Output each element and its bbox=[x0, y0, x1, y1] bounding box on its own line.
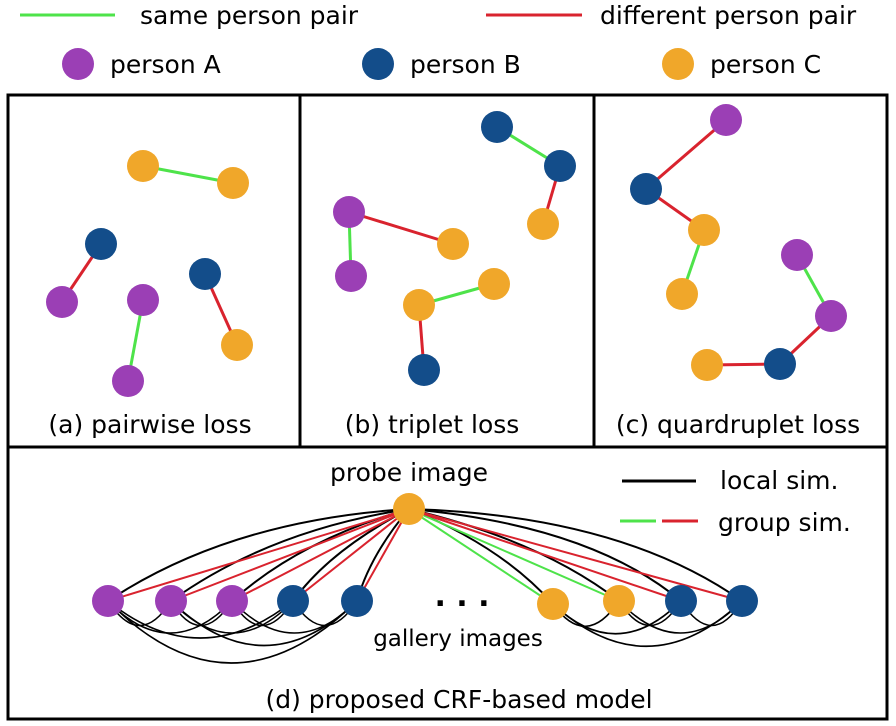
legend-person-a-label: person A bbox=[110, 50, 221, 79]
legend-person-a-dot bbox=[62, 48, 94, 80]
node-person-a bbox=[710, 104, 742, 136]
node-person-b bbox=[408, 354, 440, 386]
node-person-b bbox=[189, 258, 221, 290]
node-person-a bbox=[335, 260, 367, 292]
node-person-b bbox=[630, 173, 662, 205]
node-person-a bbox=[333, 196, 365, 228]
node-person-a bbox=[46, 286, 78, 318]
node-person-c bbox=[691, 349, 723, 381]
group-edge-different bbox=[231, 508, 410, 602]
panel-d-border bbox=[6, 445, 889, 721]
gallery-node-person-a bbox=[155, 585, 187, 617]
node-person-c bbox=[217, 167, 249, 199]
probe-node bbox=[393, 493, 425, 525]
local-edge bbox=[408, 508, 682, 602]
local-edge bbox=[170, 508, 410, 602]
gallery-arc bbox=[618, 600, 743, 634]
group-edge-different bbox=[170, 508, 410, 602]
legend-person-b-dot bbox=[362, 48, 394, 80]
gallery-node-person-c bbox=[537, 588, 569, 620]
node-person-c bbox=[527, 208, 559, 240]
panel-a-border bbox=[6, 93, 302, 449]
group-edge-different bbox=[292, 508, 410, 602]
gallery-node-person-c bbox=[603, 585, 635, 617]
node-person-c bbox=[437, 228, 469, 260]
group-edge-different bbox=[408, 508, 682, 602]
node-person-b bbox=[764, 348, 796, 380]
gallery-node-person-a bbox=[216, 585, 248, 617]
group-edge-different bbox=[356, 508, 410, 602]
group-edge-same bbox=[408, 508, 554, 605]
legend-person-c-label: person C bbox=[710, 50, 821, 79]
gallery-node-person-b bbox=[341, 585, 373, 617]
local-edge bbox=[408, 508, 743, 602]
node-person-c bbox=[221, 329, 253, 361]
panel-c-border bbox=[592, 93, 889, 449]
gallery-node-person-b bbox=[665, 585, 697, 617]
legend-person-c-dot bbox=[662, 48, 694, 80]
gallery-node-person-b bbox=[726, 585, 758, 617]
gallery-arc bbox=[107, 600, 294, 639]
group-edge-different bbox=[408, 508, 743, 602]
panel-a-caption: (a) pairwise loss bbox=[48, 410, 251, 439]
legend-person-b-label: person B bbox=[410, 50, 521, 79]
edge-different bbox=[645, 118, 727, 191]
panel-triplet: (b) triplet loss bbox=[333, 111, 576, 439]
node-person-b bbox=[481, 111, 513, 143]
panel-b-caption: (b) triplet loss bbox=[345, 410, 520, 439]
node-person-a bbox=[815, 300, 847, 332]
group-edge-different bbox=[107, 508, 410, 602]
panel-crf: probe image local sim. group sim. bbox=[92, 458, 851, 714]
gallery-arc bbox=[107, 600, 358, 664]
legend-group-label: group sim. bbox=[718, 508, 851, 537]
node-person-c bbox=[403, 289, 435, 321]
gallery-node-person-a bbox=[92, 585, 124, 617]
gallery-node-person-b bbox=[277, 585, 309, 617]
node-person-c bbox=[127, 150, 159, 182]
gallery-arc bbox=[231, 600, 358, 634]
edge-different bbox=[348, 210, 454, 246]
gallery-ellipsis: . . . bbox=[434, 579, 489, 614]
node-person-a bbox=[112, 365, 144, 397]
node-person-a bbox=[127, 284, 159, 316]
legend-same-label: same person pair bbox=[140, 1, 359, 30]
node-person-c bbox=[478, 268, 510, 300]
gallery-images-label: gallery images bbox=[373, 626, 543, 652]
node-person-a bbox=[781, 239, 813, 271]
legend: same person pair different person pair p… bbox=[20, 1, 857, 80]
node-person-c bbox=[666, 278, 698, 310]
local-edge bbox=[107, 508, 410, 602]
legend-diff-label: different person pair bbox=[600, 1, 857, 30]
node-person-b bbox=[85, 228, 117, 260]
panel-d-caption: (d) proposed CRF-based model bbox=[265, 685, 652, 714]
group-probe-edges bbox=[107, 508, 743, 605]
panel-quadruplet: (c) quardruplet loss bbox=[616, 104, 860, 439]
panel-c-caption: (c) quardruplet loss bbox=[616, 410, 860, 439]
legend-local-label: local sim. bbox=[720, 466, 838, 495]
node-person-b bbox=[544, 150, 576, 182]
node-person-c bbox=[688, 214, 720, 246]
group-edge-same bbox=[408, 508, 620, 602]
probe-image-label: probe image bbox=[330, 458, 488, 487]
panel-pairwise: (a) pairwise loss bbox=[46, 150, 253, 439]
